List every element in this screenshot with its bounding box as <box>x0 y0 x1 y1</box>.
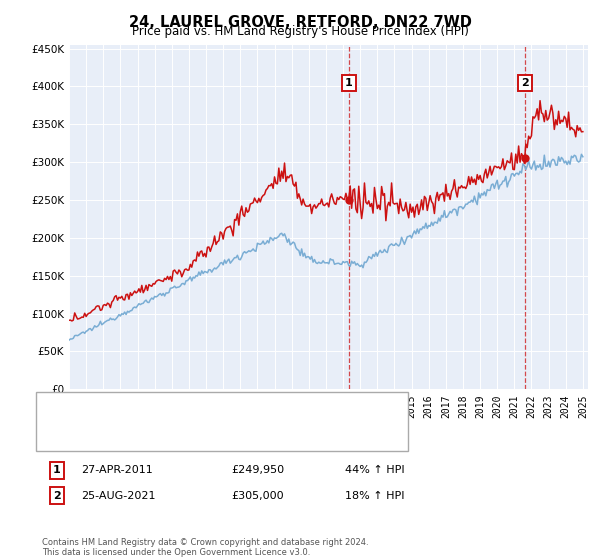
Text: Price paid vs. HM Land Registry's House Price Index (HPI): Price paid vs. HM Land Registry's House … <box>131 25 469 38</box>
Text: 25-AUG-2021: 25-AUG-2021 <box>81 491 155 501</box>
Text: £305,000: £305,000 <box>231 491 284 501</box>
Text: 2: 2 <box>521 78 529 88</box>
Text: HPI: Average price, detached house, Bassetlaw: HPI: Average price, detached house, Bass… <box>81 428 327 438</box>
Text: 1: 1 <box>53 465 61 475</box>
Text: 24, LAUREL GROVE, RETFORD, DN22 7WD (detached house): 24, LAUREL GROVE, RETFORD, DN22 7WD (det… <box>81 406 395 416</box>
Text: 1: 1 <box>345 78 353 88</box>
Text: 27-APR-2011: 27-APR-2011 <box>81 465 153 475</box>
Text: Contains HM Land Registry data © Crown copyright and database right 2024.
This d: Contains HM Land Registry data © Crown c… <box>42 538 368 557</box>
Text: £249,950: £249,950 <box>231 465 284 475</box>
Text: 24, LAUREL GROVE, RETFORD, DN22 7WD: 24, LAUREL GROVE, RETFORD, DN22 7WD <box>128 15 472 30</box>
Text: 44% ↑ HPI: 44% ↑ HPI <box>345 465 404 475</box>
Text: 18% ↑ HPI: 18% ↑ HPI <box>345 491 404 501</box>
Text: 2: 2 <box>53 491 61 501</box>
